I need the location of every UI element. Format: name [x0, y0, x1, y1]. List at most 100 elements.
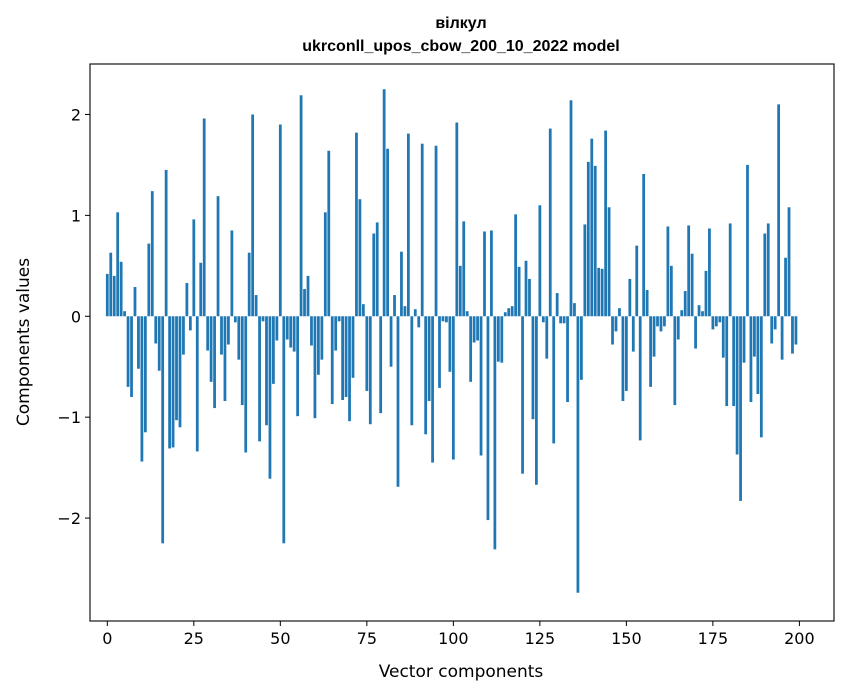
- chart-title: вілкул: [435, 15, 486, 32]
- bar: [780, 316, 784, 360]
- bar: [597, 267, 601, 317]
- bar: [462, 221, 466, 317]
- bar: [140, 316, 144, 462]
- bar: [303, 289, 306, 317]
- bar: [649, 316, 652, 387]
- bar: [766, 223, 770, 317]
- bar: [676, 316, 680, 340]
- bar: [109, 252, 113, 317]
- bar: [337, 316, 341, 322]
- y-axis-label: Components values: [14, 258, 34, 426]
- bar: [739, 316, 742, 501]
- bar: [624, 316, 628, 391]
- bar: [182, 316, 185, 355]
- bar: [220, 316, 223, 355]
- bar: [666, 226, 670, 317]
- bar: [784, 257, 787, 317]
- bar: [275, 316, 279, 341]
- bar: [718, 316, 722, 323]
- bar: [683, 291, 687, 317]
- bar: [496, 316, 500, 362]
- bar: [178, 316, 182, 428]
- bar: [258, 316, 261, 442]
- bar: [528, 278, 531, 317]
- bar: [510, 306, 514, 317]
- bar: [673, 316, 677, 406]
- bar: [638, 316, 642, 441]
- bar: [791, 316, 794, 354]
- bar: [545, 316, 549, 359]
- bar: [434, 145, 438, 317]
- bar: [645, 290, 649, 317]
- x-tick-label: 200: [784, 629, 815, 648]
- bar: [483, 231, 486, 317]
- bar: [406, 133, 410, 317]
- bar: [150, 191, 154, 317]
- x-tick-label: 100: [438, 629, 469, 648]
- bar: [732, 316, 736, 407]
- bar: [358, 199, 362, 317]
- bar: [763, 233, 767, 317]
- bar: [282, 316, 286, 544]
- bar: [348, 316, 351, 422]
- bar: [794, 316, 798, 345]
- bar: [580, 316, 583, 380]
- bar: [400, 251, 403, 317]
- y-tick-label: 2: [71, 105, 81, 124]
- bar: [251, 114, 255, 317]
- bar: [133, 287, 137, 317]
- x-tick-label: 50: [270, 629, 290, 648]
- bar: [438, 316, 441, 388]
- bar: [188, 316, 192, 331]
- y-tick-label: 1: [71, 206, 81, 225]
- bar: [680, 310, 684, 317]
- bar: [479, 316, 483, 456]
- bar: [157, 316, 161, 371]
- bar: [663, 316, 666, 327]
- bar: [213, 316, 216, 409]
- bar: [278, 124, 282, 317]
- bar: [787, 207, 791, 317]
- bar: [507, 308, 511, 317]
- bar: [714, 316, 718, 327]
- bar: [451, 316, 455, 460]
- bar: [721, 316, 725, 358]
- bar: [192, 219, 196, 317]
- bar: [330, 316, 334, 405]
- chart-subtitle: ukrconll_upos_cbow_200_10_2022 model: [302, 38, 619, 55]
- bar: [427, 316, 431, 402]
- bar: [386, 148, 389, 317]
- x-tick-label: 75: [357, 629, 377, 648]
- bar: [656, 316, 659, 327]
- bar: [562, 316, 566, 324]
- bar: [431, 316, 434, 463]
- bar: [112, 275, 116, 317]
- bar: [372, 233, 376, 317]
- bar: [116, 212, 120, 317]
- bar: [493, 316, 497, 550]
- bar: [341, 316, 344, 401]
- bar: [600, 268, 604, 317]
- bar: [635, 245, 639, 317]
- bar: [618, 308, 621, 317]
- bar: [607, 207, 611, 317]
- bar: [503, 312, 507, 317]
- bar: [725, 316, 729, 407]
- bar: [756, 316, 760, 394]
- bar: [777, 104, 781, 317]
- bar: [306, 275, 310, 317]
- bar: [548, 128, 552, 317]
- bar: [410, 316, 414, 426]
- bar: [749, 316, 753, 403]
- bar: [753, 316, 756, 357]
- bars-group: [105, 89, 798, 593]
- bar: [168, 316, 171, 449]
- x-tick-label: 150: [611, 629, 642, 648]
- bar: [382, 89, 386, 317]
- x-tick-label: 25: [184, 629, 204, 648]
- bar: [379, 316, 383, 414]
- bar: [569, 100, 573, 317]
- bar: [524, 260, 528, 317]
- bar: [209, 316, 213, 382]
